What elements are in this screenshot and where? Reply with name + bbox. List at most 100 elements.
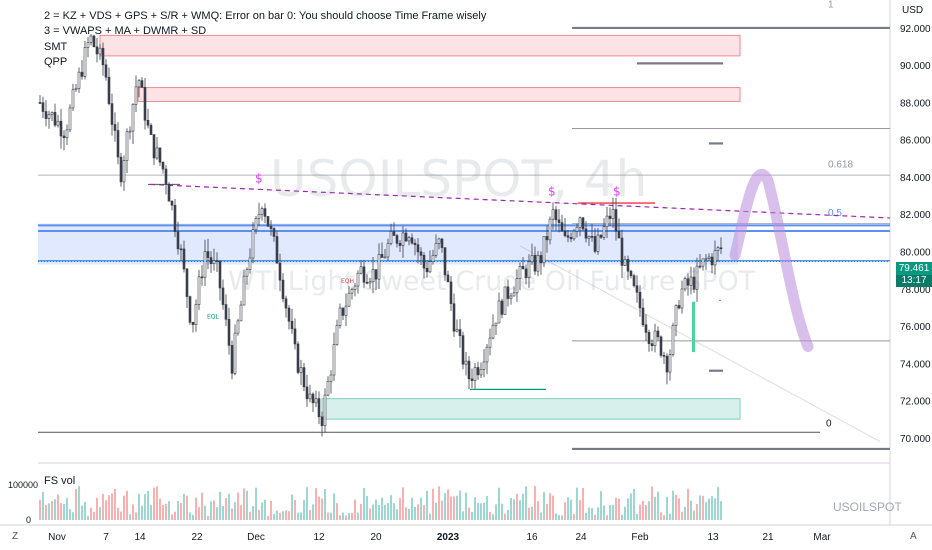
volume-bar	[303, 500, 305, 520]
currency-label: USD	[902, 5, 924, 16]
indicator-legend-3[interactable]: 3 = VWAPS + MA + DWMR + SD	[44, 25, 207, 37]
volume-bar	[468, 507, 470, 520]
candle	[620, 229, 624, 279]
volume-bar	[528, 507, 530, 520]
volume-bar	[309, 510, 311, 520]
x-tick-label: 12	[313, 532, 325, 543]
y-tick-label: 80.000	[900, 247, 931, 258]
candle	[191, 321, 195, 333]
candle	[107, 67, 111, 106]
x-tick-label: Dec	[247, 532, 265, 543]
auto-scale-button[interactable]: A	[910, 531, 917, 542]
x-tick-label: Feb	[631, 532, 649, 543]
y-tick-label: 70.000	[900, 434, 931, 445]
volume-bar	[516, 493, 518, 520]
candle	[359, 260, 363, 275]
candle	[650, 339, 654, 352]
candle	[218, 260, 222, 301]
volume-bar	[426, 490, 428, 520]
volume-bar	[558, 515, 560, 520]
volume-bar	[501, 503, 503, 520]
candle	[323, 388, 327, 433]
volume-bar	[291, 494, 293, 520]
volume-bar	[510, 498, 512, 520]
volume-bar	[261, 502, 263, 520]
candle	[557, 208, 561, 233]
volume-bar	[549, 493, 551, 520]
volume-bar	[285, 510, 287, 520]
volume-bar	[375, 499, 377, 520]
candle	[476, 361, 480, 380]
candle	[554, 205, 558, 231]
candle	[95, 37, 99, 63]
y-tick-label: 82.000	[900, 210, 931, 221]
candle	[524, 264, 528, 285]
candle	[311, 392, 315, 413]
candle	[317, 391, 321, 425]
candle	[518, 262, 522, 291]
volume-legend[interactable]: FS vol	[44, 475, 76, 487]
candle	[128, 126, 132, 140]
volume-bar	[165, 503, 167, 520]
candle	[200, 265, 204, 286]
candle	[482, 349, 486, 378]
candle	[140, 77, 144, 88]
candle	[344, 293, 348, 327]
candle	[491, 314, 495, 340]
volume-bar	[87, 515, 89, 520]
candle	[77, 67, 81, 93]
volume-bar	[696, 504, 698, 520]
volume-bar	[657, 491, 659, 520]
volume-bar	[231, 508, 233, 520]
candle	[656, 326, 660, 341]
volume-bar	[462, 511, 464, 520]
volume-bar	[672, 490, 674, 520]
candle	[587, 235, 591, 247]
volume-bar	[147, 490, 149, 520]
volume-bar	[720, 501, 722, 520]
description-watermark: WTI Light Sweet Crude Oil Future SPOT	[228, 266, 756, 297]
candle	[173, 199, 177, 238]
volume-bar	[99, 506, 101, 520]
candle	[701, 258, 705, 271]
y-tick-label: 84.000	[900, 173, 931, 184]
volume-bar	[408, 508, 410, 520]
candle	[98, 43, 102, 60]
candle	[71, 83, 75, 111]
candle	[401, 226, 405, 258]
volume-bar	[249, 511, 251, 520]
y-tick-label: 88.000	[900, 98, 931, 109]
candle	[326, 376, 330, 397]
volume-tick-0: 0	[26, 515, 31, 525]
candle	[41, 96, 45, 119]
candle	[392, 222, 396, 236]
volume-bar	[255, 487, 257, 520]
x-tick-label: Mar	[813, 532, 831, 543]
candle	[407, 235, 411, 246]
indicator-legend-qpp[interactable]: QPP	[44, 56, 68, 68]
dollar-marker-0: $	[255, 172, 263, 186]
candle	[101, 42, 105, 76]
candle	[305, 374, 309, 407]
candle	[710, 253, 714, 274]
volume-bar	[120, 511, 122, 520]
candle	[281, 273, 285, 303]
indicator-legend-smt[interactable]: SMT	[44, 41, 68, 53]
candle	[143, 78, 147, 130]
candle	[386, 238, 390, 261]
timezone-button[interactable]: Z	[12, 531, 19, 542]
candle	[425, 260, 429, 278]
volume-bar	[180, 502, 182, 520]
candle	[551, 202, 555, 230]
candle	[308, 384, 312, 403]
volume-bar	[126, 490, 128, 520]
volume-bar	[405, 507, 407, 520]
candle	[290, 308, 294, 334]
volume-bar	[639, 504, 641, 520]
candle	[362, 260, 366, 289]
volume-bar	[573, 514, 575, 520]
indicator-legend-2[interactable]: 2 = KZ + VDS + GPS + S/R + WMQ: Error on…	[44, 10, 487, 22]
volume-bar	[396, 509, 398, 520]
volume-bar	[450, 496, 452, 520]
